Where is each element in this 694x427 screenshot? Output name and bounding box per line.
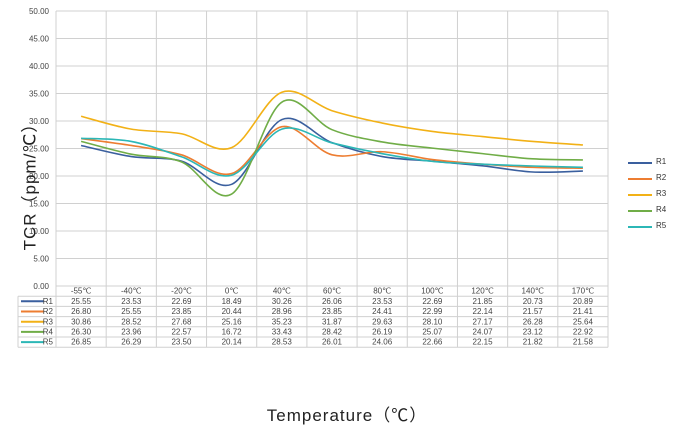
table-cell: 22.15 (473, 338, 494, 347)
table-cell: 28.42 (322, 328, 343, 337)
legend-swatch (628, 210, 652, 212)
y-tick-label: 45.00 (29, 35, 50, 44)
table-cell: 21.41 (573, 307, 594, 316)
x-tick-label: -55℃ (71, 287, 92, 296)
x-axis-title: Temperature（℃） (266, 406, 428, 425)
table-cell: 18.49 (222, 297, 243, 306)
table-cell: 25.16 (222, 317, 243, 326)
x-tick-label: 40℃ (273, 287, 291, 296)
table-cell: 16.72 (222, 328, 243, 337)
y-tick-label: 25.00 (29, 145, 50, 154)
table-cell: 24.41 (372, 307, 393, 316)
x-tick-label: 60℃ (323, 287, 341, 296)
table-row-label: R2 (43, 307, 54, 316)
series-line-r3 (80, 90, 583, 150)
table-cell: 24.07 (473, 328, 494, 337)
y-tick-label: 40.00 (29, 62, 50, 71)
table-cell: 24.06 (372, 338, 393, 347)
table-cell: 22.99 (422, 307, 443, 316)
table-cell: 20.14 (222, 338, 243, 347)
table-cell: 27.17 (473, 317, 494, 326)
legend-label: R1 (656, 157, 667, 166)
table-cell: 21.57 (523, 307, 544, 316)
x-tick-label: 140℃ (522, 287, 544, 296)
table-cell: 26.30 (71, 328, 92, 337)
table-cell: 23.96 (121, 328, 142, 337)
table-cell: 35.23 (272, 317, 293, 326)
table-cell: 27.68 (171, 317, 192, 326)
table-cell: 23.12 (523, 328, 544, 337)
y-tick-label: 30.00 (29, 117, 50, 126)
y-tick-label: 0.00 (33, 282, 49, 291)
y-tick-label: 15.00 (29, 200, 50, 209)
table-cell: 26.29 (121, 338, 142, 347)
table-row-label: R3 (43, 317, 54, 326)
table-cell: 26.28 (523, 317, 544, 326)
y-tick-label: 35.00 (29, 90, 50, 99)
table-cell: 21.85 (473, 297, 494, 306)
table-cell: 23.85 (171, 307, 192, 316)
table-cell: 22.14 (473, 307, 494, 316)
legend-label: R3 (656, 189, 667, 198)
x-tick-label: -20℃ (171, 287, 192, 296)
y-tick-label: 10.00 (29, 227, 50, 236)
table-cell: 25.55 (121, 307, 142, 316)
table-cell: 30.26 (272, 297, 293, 306)
table-row-label: R4 (43, 328, 54, 337)
x-tick-label: 0℃ (225, 287, 238, 296)
legend-swatch (628, 178, 652, 180)
table-cell: 20.73 (523, 297, 544, 306)
legend-swatch (628, 226, 652, 228)
table-cell: 25.64 (573, 317, 594, 326)
y-tick-label: 5.00 (33, 255, 49, 264)
table-cell: 20.89 (573, 297, 594, 306)
table-cell: 26.06 (322, 297, 343, 306)
legend-swatch (628, 162, 652, 164)
legend-swatch (628, 194, 652, 196)
table-cell: 22.92 (573, 328, 594, 337)
table-cell: 26.19 (372, 328, 393, 337)
table-cell: 22.69 (171, 297, 192, 306)
table-cell: 28.96 (272, 307, 293, 316)
table-cell: 26.85 (71, 338, 92, 347)
table-cell: 21.82 (523, 338, 544, 347)
table-cell: 22.66 (422, 338, 443, 347)
table-cell: 26.01 (322, 338, 343, 347)
y-axis-title: TCR（ppm/℃） (20, 114, 40, 251)
table-cell: 23.53 (372, 297, 393, 306)
x-tick-label: -40℃ (121, 287, 142, 296)
table-cell: 33.43 (272, 328, 293, 337)
table-row-label: R5 (43, 338, 54, 347)
table-cell: 30.86 (71, 317, 92, 326)
legend-label: R4 (656, 205, 667, 214)
y-tick-label: 20.00 (29, 172, 50, 181)
legend-label: R2 (656, 173, 667, 182)
table-cell: 23.53 (121, 297, 142, 306)
table-row-label: R1 (43, 297, 54, 306)
table-cell: 21.58 (573, 338, 594, 347)
table-cell: 25.55 (71, 297, 92, 306)
x-tick-label: 100℃ (421, 287, 443, 296)
legend-label: R5 (656, 221, 667, 230)
table-cell: 23.50 (171, 338, 192, 347)
table-cell: 23.85 (322, 307, 343, 316)
table-cell: 29.63 (372, 317, 393, 326)
table-cell: 28.10 (422, 317, 443, 326)
x-tick-label: 120℃ (471, 287, 493, 296)
table-cell: 20.44 (222, 307, 243, 316)
table-cell: 22.57 (171, 328, 192, 337)
x-tick-label: 170℃ (572, 287, 594, 296)
series-line-r5 (81, 127, 583, 177)
table-cell: 28.53 (272, 338, 293, 347)
table-cell: 31.87 (322, 317, 343, 326)
table-cell: 25.07 (422, 328, 443, 337)
table-cell: 22.69 (422, 297, 443, 306)
y-tick-label: 50.00 (29, 7, 50, 16)
table-cell: 26.80 (71, 307, 92, 316)
series-line-r4 (80, 99, 583, 197)
table-cell: 28.52 (121, 317, 142, 326)
x-tick-label: 80℃ (373, 287, 391, 296)
